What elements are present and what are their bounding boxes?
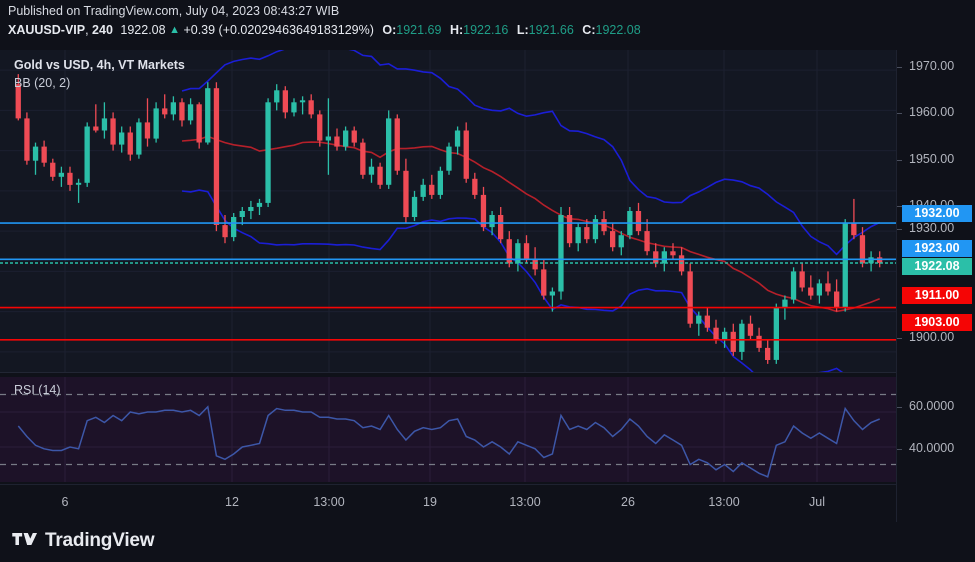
close-label: C:: [582, 23, 596, 37]
price-axis-level-1911-00[interactable]: 1911.00: [902, 287, 972, 304]
price-axis-level-1923-00[interactable]: 1923.00: [902, 240, 972, 257]
open-label: O:: [382, 23, 397, 37]
price-axis-level-1932-00[interactable]: 1932.00: [902, 205, 972, 222]
rsi-legend: RSI (14): [14, 383, 61, 397]
price-axis-tick: 1930.00: [909, 221, 955, 235]
rsi-pane[interactable]: RSI (14): [0, 377, 897, 482]
rsi-axis-tick-mark: [897, 449, 902, 450]
time-axis-label: 12: [225, 495, 239, 509]
time-axis-label: 13:00: [313, 495, 345, 509]
tradingview-mark-icon: [12, 532, 38, 545]
tradingview-logo[interactable]: TradingView: [12, 530, 155, 552]
tradingview-wordmark: TradingView: [45, 530, 155, 551]
high-label: H:: [449, 23, 464, 37]
symbol-label[interactable]: XAUUSD-VIP: [8, 23, 86, 37]
price-axis-tick: 1970.00: [909, 59, 955, 73]
price-pane[interactable]: Gold vs USD, 4h, VT Markets BB (20, 2): [0, 50, 897, 372]
time-axis-label: 26: [621, 495, 635, 509]
symbol-info-line: XAUUSD-VIP, 240 1922.08 ▲ +0.39 (+0.0202…: [8, 23, 641, 37]
low-value: 1921.66: [528, 23, 574, 37]
close-value: 1922.08: [595, 23, 641, 37]
time-axis-label: 13:00: [708, 495, 740, 509]
chart-shell: Gold vs USD, 4h, VT Markets BB (20, 2) R…: [0, 50, 975, 523]
price-axis-tick-mark: [897, 338, 902, 339]
price-pane-canvas: [0, 50, 897, 372]
chart-footer: TradingView: [0, 522, 975, 562]
price-axis-tick-mark: [897, 206, 902, 207]
high-value: 1922.16: [463, 23, 509, 37]
price-up-arrow-icon: ▲: [169, 24, 180, 36]
price-axis[interactable]: 1970.001960.001950.001940.001930.001900.…: [896, 50, 975, 522]
time-axis-label: Jul: [809, 495, 825, 509]
time-axis[interactable]: 6 12 13:00 19 13:00 26 13:00 Jul: [0, 484, 897, 523]
plot-area[interactable]: Gold vs USD, 4h, VT Markets BB (20, 2) R…: [0, 50, 897, 523]
low-label: L:: [516, 23, 529, 37]
price-axis-level-1903-00[interactable]: 1903.00: [902, 314, 972, 331]
time-axis-label: 19: [423, 495, 437, 509]
rsi-axis-tick: 40.0000: [909, 441, 955, 455]
price-axis-tick-mark: [897, 67, 902, 68]
price-axis-tick-mark: [897, 113, 902, 114]
published-line: Published on TradingView.com, July 04, 2…: [8, 4, 340, 18]
chart-title-legend: Gold vs USD, 4h, VT Markets: [14, 58, 185, 72]
pane-separator[interactable]: [0, 372, 897, 373]
timeframe-label[interactable]: 240: [92, 23, 113, 37]
open-value: 1921.69: [396, 23, 442, 37]
price-axis-tick: 1900.00: [909, 330, 955, 344]
price-change: +0.39 (+0.02029463649183129%): [183, 23, 374, 37]
price-axis-tick: 1950.00: [909, 152, 955, 166]
rsi-axis-tick-mark: [897, 407, 902, 408]
time-axis-label: 13:00: [509, 495, 541, 509]
rsi-pane-canvas: [0, 377, 897, 482]
price-axis-level-1922-08[interactable]: 1922.08: [902, 258, 972, 275]
last-price: 1922.08: [120, 23, 166, 37]
bollinger-legend: BB (20, 2): [14, 76, 71, 90]
price-axis-tick-mark: [897, 229, 902, 230]
price-axis-tick-mark: [897, 160, 902, 161]
time-axis-label: 6: [61, 495, 69, 509]
rsi-axis-tick: 60.0000: [909, 399, 955, 413]
chart-header: Published on TradingView.com, July 04, 2…: [0, 0, 975, 50]
price-axis-tick: 1960.00: [909, 105, 955, 119]
